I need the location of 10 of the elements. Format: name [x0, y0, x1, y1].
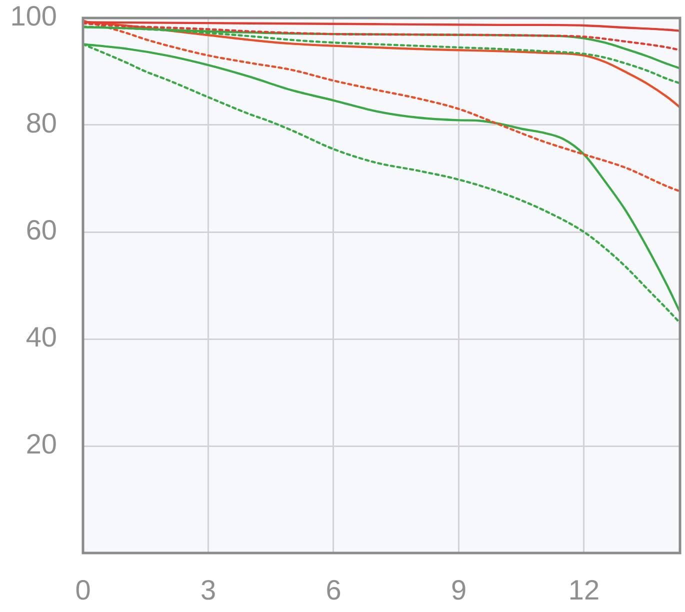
y-tick-label: 60 — [26, 214, 57, 246]
y-tick-label: 40 — [26, 322, 57, 353]
x-tick-label: 9 — [450, 574, 467, 606]
x-tick-label: 3 — [200, 574, 216, 606]
x-tick-label: 0 — [75, 574, 91, 606]
x-tick-label: 12 — [568, 574, 600, 606]
y-tick-label: 100 — [10, 0, 57, 32]
y-tick-label: 80 — [26, 108, 57, 139]
y-tick-label: 20 — [26, 428, 57, 460]
x-tick-label: 6 — [326, 574, 342, 606]
